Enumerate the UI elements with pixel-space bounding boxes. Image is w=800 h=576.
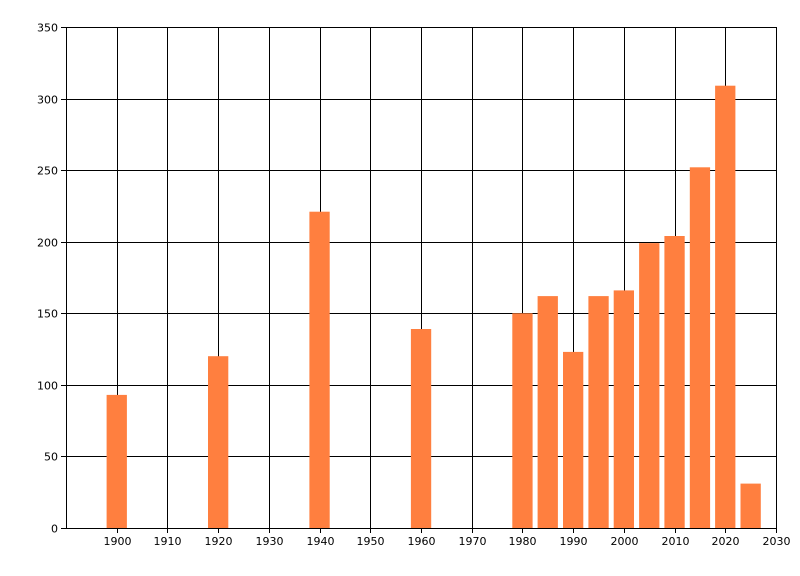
x-tick-label: 1960	[408, 535, 436, 548]
y-tick-label: 150	[37, 308, 58, 321]
x-tick-label: 2000	[611, 535, 639, 548]
y-tick-label: 50	[44, 451, 58, 464]
bar-2000	[613, 290, 634, 528]
bar-2020	[715, 85, 736, 528]
x-tick-label: 2020	[712, 535, 740, 548]
bar-1960	[410, 329, 432, 528]
bars	[106, 85, 761, 529]
x-tick-label: 1970	[459, 535, 487, 548]
y-tick-labels: 0 50 100 150 200 250 300 350	[37, 22, 58, 536]
bar-2010	[664, 236, 685, 528]
bar-1980	[512, 313, 533, 528]
x-tick-label: 1910	[154, 535, 182, 548]
bar-1985	[537, 296, 558, 528]
x-tick-label: 1950	[357, 535, 385, 548]
bar-1990	[563, 351, 584, 528]
bar-2015	[689, 167, 711, 529]
y-tick-label: 350	[37, 22, 58, 35]
axes	[61, 27, 777, 533]
bar-1940	[309, 211, 330, 528]
y-tick-label: 300	[37, 94, 58, 107]
x-tick-labels: 1900 1910 1920 1930 1940 1950 1960 1970 1980 1990…	[104, 535, 791, 548]
x-tick-label: 1940	[307, 535, 335, 548]
bar-1920	[208, 356, 229, 528]
bar-2005	[639, 243, 660, 528]
x-tick-label: 2030	[763, 535, 791, 548]
x-tick-label: 1920	[205, 535, 233, 548]
x-tick-label: 2010	[662, 535, 690, 548]
x-tick-label: 1980	[509, 535, 537, 548]
y-tick-label: 250	[37, 165, 58, 178]
bar-2025	[740, 483, 761, 528]
bar-1995	[588, 296, 609, 528]
x-tick-label: 1900	[104, 535, 132, 548]
y-tick-label: 100	[37, 380, 58, 393]
x-tick-label: 1930	[256, 535, 284, 548]
y-tick-label: 200	[37, 237, 58, 250]
y-tick-label: 0	[51, 523, 58, 536]
x-tick-label: 1990	[560, 535, 588, 548]
bar-1900	[106, 394, 127, 528]
